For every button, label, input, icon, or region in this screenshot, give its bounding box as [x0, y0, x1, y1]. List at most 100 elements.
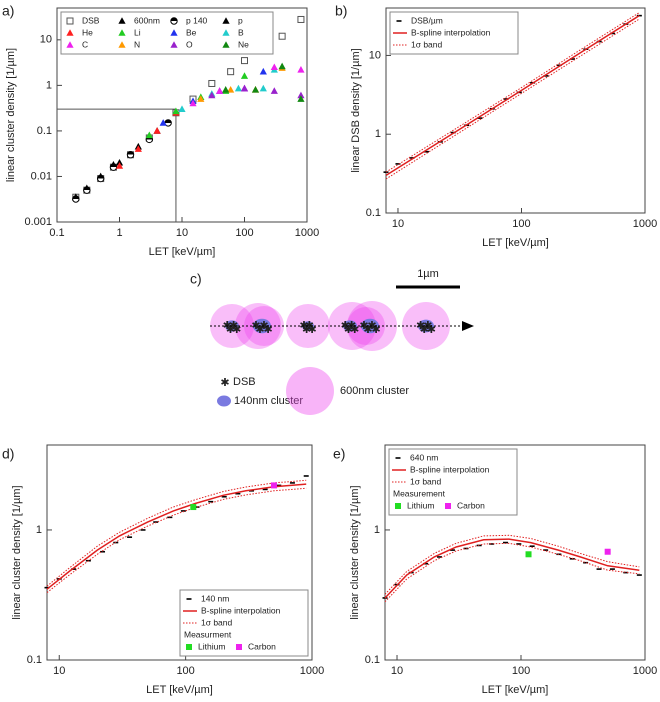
- data-point: [262, 488, 268, 491]
- panel-label: d): [2, 446, 14, 462]
- legend-label: Lithium: [407, 500, 434, 510]
- y-tick-label: 0.1: [366, 207, 381, 219]
- data-point: [248, 490, 254, 492]
- legend-box: [179, 589, 309, 657]
- x-axis-label: LET [keV/µm]: [482, 237, 549, 249]
- dsb-star: ✱: [350, 324, 359, 336]
- data-point: [153, 127, 161, 134]
- legend-label: p: [238, 15, 243, 25]
- data-point: [543, 549, 549, 551]
- dsb-star: ✱: [420, 324, 429, 336]
- legend-label: 140nm cluster: [234, 395, 303, 407]
- data-point: [623, 571, 629, 574]
- dsb-star: ✱: [305, 320, 314, 332]
- legend-marker: [396, 20, 402, 22]
- x-tick-label: 10: [392, 218, 404, 230]
- panel-label: e): [333, 446, 345, 462]
- data-point: [409, 157, 415, 159]
- data-point: [259, 84, 267, 92]
- x-tick-label: 0.1: [49, 227, 64, 239]
- legend-marker: [186, 598, 192, 600]
- data-point: [278, 32, 286, 40]
- spline-line: [46, 483, 307, 590]
- legend-label: B-spline interpolation: [411, 27, 491, 37]
- legend-label: DSB/µm: [411, 15, 443, 25]
- legend-marker: [395, 503, 401, 509]
- x-tick-label: 1000: [295, 227, 319, 239]
- data-point: [259, 67, 267, 75]
- legend-marker: [236, 644, 242, 650]
- data-point: [222, 85, 230, 93]
- data-point: [208, 79, 216, 87]
- legend-box: [388, 448, 518, 516]
- data-point: [72, 195, 80, 203]
- y-tick-label: 10: [369, 49, 381, 61]
- legend-label: B-spline interpolation: [410, 464, 490, 474]
- y-tick-label: 1: [46, 79, 52, 91]
- dsb-star: ✱: [232, 324, 241, 336]
- legend-marker: [118, 17, 126, 24]
- legend-title: Measurement: [393, 488, 446, 498]
- data-point: [516, 543, 522, 545]
- y-axis-label: linear cluster density [1/µm]: [5, 48, 17, 182]
- legend-label: He: [82, 27, 93, 37]
- data-point: [543, 75, 549, 77]
- data-point: [189, 99, 197, 107]
- band-lower: [385, 18, 640, 180]
- legend-label: Li: [134, 27, 141, 37]
- legend-label: 600nm: [134, 15, 160, 25]
- legend-label: 640 nm: [410, 452, 438, 462]
- legend-marker: [217, 395, 231, 407]
- data-point: [208, 500, 214, 503]
- data-point: [115, 162, 124, 169]
- data-point: [423, 150, 429, 153]
- y-tick-label: 10: [40, 34, 52, 46]
- x-tick-label: 10: [176, 227, 188, 239]
- data-point: [180, 510, 186, 512]
- data-point: [159, 119, 167, 126]
- band-lower: [384, 542, 640, 603]
- dsb-star: ✱: [307, 324, 316, 336]
- legend-label: DSB: [82, 15, 100, 25]
- data-point: [303, 475, 309, 477]
- y-tick-label: 1: [36, 524, 42, 536]
- data-point: [197, 95, 205, 102]
- data-point: [477, 117, 483, 119]
- band-upper: [46, 479, 307, 587]
- legend-marker: ✱: [220, 377, 229, 389]
- y-axis-label: linear cluster density [1/µm]: [11, 485, 23, 619]
- spline-line: [384, 538, 640, 599]
- panel-label: c): [190, 271, 202, 287]
- dsb-star: ✱: [427, 324, 436, 336]
- legend-marker: [186, 644, 192, 650]
- y-tick-label: 0.1: [37, 125, 52, 137]
- legend-marker: [66, 29, 74, 36]
- x-tick-label: 10: [391, 665, 403, 677]
- data-point: [127, 536, 133, 538]
- legend-label: Carbon: [457, 500, 485, 510]
- y-tick-label: 1: [374, 524, 380, 536]
- data-point: [71, 568, 77, 570]
- data-point: [609, 568, 615, 570]
- data-point: [525, 551, 532, 558]
- legend-marker: [395, 457, 401, 459]
- data-point: [570, 58, 576, 60]
- legend-label: B: [238, 27, 244, 37]
- y-tick-label: 0.1: [27, 654, 42, 666]
- legend-marker: [66, 17, 74, 25]
- data-point: [44, 586, 50, 589]
- x-tick-label: 100: [512, 665, 530, 677]
- legend-label: Be: [186, 27, 197, 37]
- data-point: [194, 506, 200, 508]
- data-point: [289, 482, 295, 484]
- x-axis-label: LET [keV/µm]: [146, 684, 213, 696]
- legend-label: p 140: [186, 15, 208, 25]
- data-point: [109, 163, 118, 171]
- legend-label: 1σ band: [201, 617, 233, 627]
- legend-marker: [286, 367, 334, 415]
- x-tick-label: 1: [116, 227, 122, 239]
- data-point: [297, 95, 305, 102]
- data-point: [556, 64, 562, 67]
